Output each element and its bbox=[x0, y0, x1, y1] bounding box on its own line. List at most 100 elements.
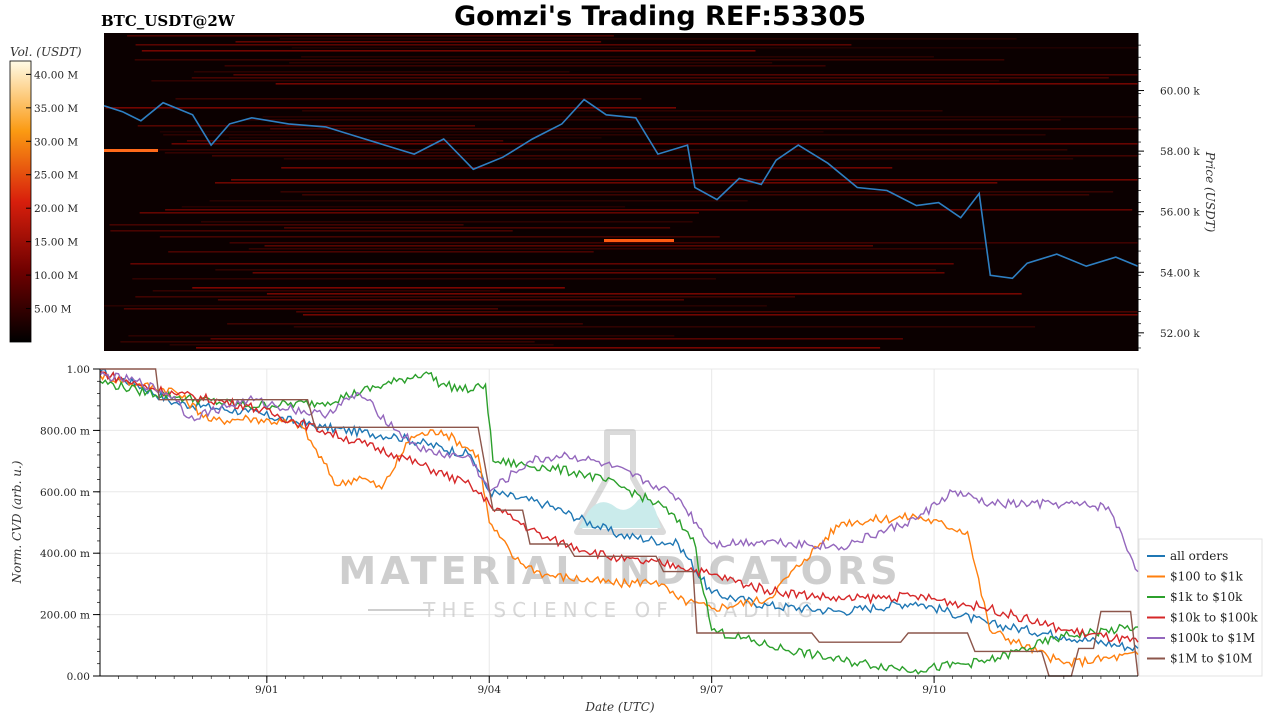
heatmap-band bbox=[194, 71, 570, 73]
legend: all orders $100 to $1k $1k to $10k $10k to … bbox=[1138, 538, 1263, 677]
price-tick-label: 60.00 k bbox=[1160, 86, 1200, 98]
heatmap-band bbox=[120, 341, 535, 343]
cvd-x-tick-label: 9/10 bbox=[922, 684, 946, 696]
heatmap-band bbox=[127, 35, 614, 37]
cvd-line-3 bbox=[100, 371, 1139, 645]
price-axis: 52.00 k 54.00 k 56.00 k 58.00 k 60.00 k bbox=[1137, 33, 1200, 351]
heatmap-band bbox=[235, 41, 602, 43]
heatmap-band bbox=[214, 182, 998, 184]
heatmap-band bbox=[105, 107, 677, 109]
heatmap-band bbox=[245, 119, 1061, 121]
heatmap-band bbox=[248, 248, 985, 250]
heatmap-band bbox=[165, 209, 1133, 211]
heatmap-band bbox=[281, 167, 893, 169]
heatmap-band bbox=[196, 347, 881, 349]
cvd-x-label: Date (UTC) bbox=[584, 700, 654, 714]
heatmap-band bbox=[169, 344, 554, 346]
cvd-y-label: Norm. CVD (arb. u.) bbox=[10, 460, 24, 584]
heatmap-band bbox=[132, 278, 716, 280]
liquidity-heatmap bbox=[103, 33, 1139, 351]
cvd-x-tick-label: 9/04 bbox=[477, 684, 501, 696]
heatmap-band bbox=[104, 305, 767, 307]
flask-icon bbox=[574, 429, 666, 535]
heatmap-band bbox=[217, 299, 684, 301]
heatmap-band bbox=[224, 65, 826, 67]
legend-box bbox=[1138, 538, 1263, 677]
heatmap-band bbox=[123, 308, 498, 310]
heatmap-band bbox=[264, 245, 873, 247]
pair-label: BTC_USDT@2W bbox=[101, 12, 236, 30]
heatmap-band bbox=[215, 269, 936, 271]
price-axis-label: Price (USDT) bbox=[1203, 151, 1217, 233]
cvd-y-tick-label: 0.00 bbox=[67, 671, 90, 683]
heatmap-band bbox=[289, 62, 773, 64]
price-tick-label: 52.00 k bbox=[1160, 328, 1200, 340]
cvd-line-4 bbox=[99, 371, 1139, 573]
colorbar-ticks: 5.00 M 10.00 M 15.00 M 20.00 M 25.00 M 30.00 … bbox=[26, 69, 78, 316]
heatmap-band bbox=[296, 311, 1138, 313]
heatmap-band bbox=[135, 296, 796, 298]
heatmap-band bbox=[283, 158, 1074, 160]
cvd-y-tick-label: 800.00 m bbox=[40, 425, 90, 437]
cvd-y-tick-label: 400.00 m bbox=[40, 548, 90, 560]
colorbar-tick-label: 40.00 M bbox=[34, 69, 78, 81]
heatmap-band bbox=[279, 38, 1017, 40]
heatmap-band bbox=[119, 149, 1068, 151]
heatmap-band bbox=[302, 314, 1138, 316]
colorbar-tick-label: 10.00 M bbox=[34, 270, 78, 282]
watermark: MATERIAL INDICATORS THE SCIENCE OF TRADI… bbox=[338, 429, 898, 622]
cvd-y-tick-label: 1.00 bbox=[67, 364, 90, 376]
heatmap-band bbox=[228, 137, 602, 139]
heatmap-band bbox=[141, 50, 756, 52]
heatmap-background bbox=[104, 33, 1138, 351]
heatmap-band bbox=[175, 98, 642, 100]
cvd-line-2 bbox=[99, 371, 1139, 675]
colorbar-tick-label: 25.00 M bbox=[34, 170, 78, 182]
legend-label: all orders bbox=[1170, 549, 1228, 563]
heatmap-band bbox=[110, 230, 513, 232]
legend-label: $100k to $1M bbox=[1170, 631, 1255, 645]
heatmap-band bbox=[135, 44, 852, 46]
heatmap-band bbox=[229, 242, 1139, 244]
cvd-x-tick-label: 9/01 bbox=[255, 684, 279, 696]
heatmap-band bbox=[168, 251, 594, 253]
chart-title: Gomzi's Trading REF:53305 bbox=[454, 1, 866, 32]
heatmap-band bbox=[284, 227, 671, 229]
legend-label: $10k to $100k bbox=[1170, 611, 1258, 625]
heatmap-band bbox=[301, 56, 934, 58]
heatmap-band bbox=[152, 290, 500, 292]
colorbar-tick-label: 15.00 M bbox=[34, 237, 78, 249]
heatmap-wall bbox=[604, 239, 674, 242]
colorbar-label: Vol. (USDT) bbox=[10, 45, 82, 59]
heatmap-band bbox=[159, 236, 720, 238]
heatmap-band bbox=[252, 272, 945, 274]
heatmap-band bbox=[128, 335, 675, 337]
colorbar-tick-label: 5.00 M bbox=[34, 304, 72, 316]
heatmap-band bbox=[191, 77, 1109, 79]
price-tick-label: 58.00 k bbox=[1160, 146, 1200, 158]
heatmap-band bbox=[163, 134, 1046, 136]
heatmap-band bbox=[231, 179, 1139, 181]
price-tick-label: 54.00 k bbox=[1160, 267, 1200, 279]
colorbar-tick-label: 35.00 M bbox=[34, 103, 78, 115]
cvd-y-tick-label: 600.00 m bbox=[40, 487, 90, 499]
watermark-sub: THE SCIENCE OF TRADING bbox=[422, 598, 819, 622]
heatmap-band bbox=[270, 128, 1139, 130]
cvd-y-tick-label: 200.00 m bbox=[40, 610, 90, 622]
heatmap-band bbox=[302, 110, 943, 112]
heatmap-band bbox=[302, 194, 1090, 196]
colorbar bbox=[9, 60, 32, 343]
heatmap-band bbox=[233, 74, 1139, 76]
price-tick-label: 56.00 k bbox=[1160, 207, 1200, 219]
heatmap-band bbox=[186, 140, 504, 142]
heatmap-bands bbox=[104, 35, 1139, 349]
cvd-x-tick-label: 9/07 bbox=[700, 684, 724, 696]
colorbar-tick-label: 20.00 M bbox=[34, 203, 78, 215]
heatmap-band bbox=[209, 200, 748, 202]
price-line bbox=[103, 98, 1139, 280]
heatmap-band bbox=[130, 263, 954, 265]
heatmap-band bbox=[266, 293, 1022, 295]
cvd-axes: 0.00 200.00 m 400.00 m 600.00 m 800.00 m 1.00… bbox=[40, 364, 1138, 696]
heatmap-band bbox=[139, 212, 699, 214]
